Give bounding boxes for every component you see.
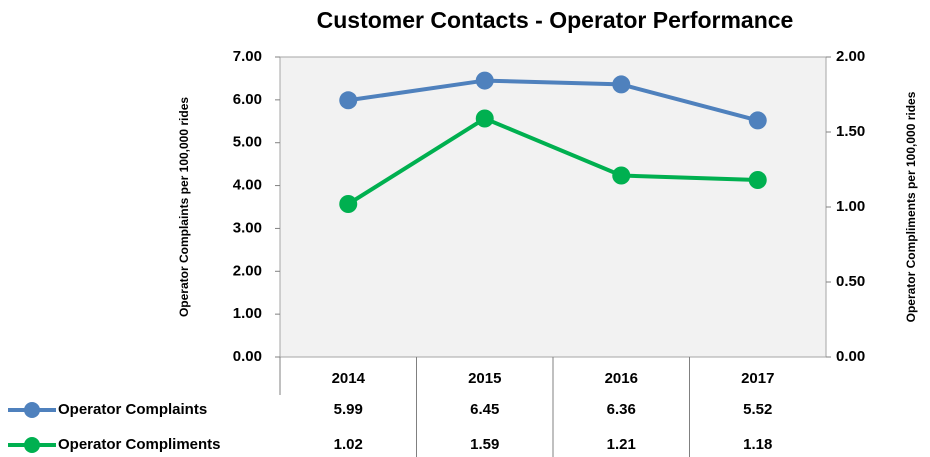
y-tick-label: 5.00	[233, 134, 262, 151]
y-tick-label: 7.00	[233, 48, 262, 65]
data-point	[612, 166, 631, 185]
table-value: 5.52	[743, 401, 772, 418]
y2-tick-label: 0.50	[836, 273, 865, 290]
y2-tick-label: 1.50	[836, 123, 865, 140]
data-point	[339, 91, 358, 110]
table-value: 1.59	[470, 436, 499, 453]
data-point	[748, 171, 767, 189]
y-tick-label: 2.00	[233, 262, 262, 279]
legend-label: Operator Compliments	[58, 436, 221, 453]
y2-tick-label: 1.00	[836, 198, 865, 215]
table-value: 1.21	[607, 436, 636, 453]
x-tick-label: 2015	[468, 370, 501, 387]
x-tick-label: 2016	[605, 370, 638, 387]
y2-tick-label: 0.00	[836, 348, 865, 365]
table-value: 6.45	[470, 401, 499, 418]
y-tick-label: 0.00	[233, 348, 262, 365]
y-tick-label: 1.00	[233, 305, 262, 322]
y-tick-label: 6.00	[233, 91, 262, 108]
series-line	[347, 116, 758, 206]
x-tick-label: 2014	[332, 370, 366, 387]
chart-title: Customer Contacts - Operator Performance	[317, 7, 794, 33]
y2-tick-label: 2.00	[836, 48, 865, 65]
legend-marker	[24, 402, 40, 418]
table-value: 6.36	[607, 401, 636, 418]
y-tick-label: 3.00	[233, 219, 262, 236]
data-point	[339, 195, 358, 213]
y2-axis-title: Operator Compliments per 100,000 rides	[904, 91, 918, 322]
legend-marker	[24, 437, 40, 453]
data-point	[475, 109, 494, 128]
table-value: 5.99	[334, 401, 363, 418]
table-value: 1.18	[743, 436, 772, 453]
data-point	[748, 111, 767, 130]
data-point	[475, 71, 494, 90]
y-tick-label: 4.00	[233, 177, 262, 194]
y-axis-title: Operator Complaints per 100,000 rides	[177, 97, 191, 317]
data-point	[612, 75, 631, 94]
x-tick-label: 2017	[741, 370, 774, 387]
plot-area	[279, 56, 827, 358]
legend-label: Operator Complaints	[58, 401, 207, 418]
series-line	[347, 78, 759, 123]
table-value: 1.02	[334, 436, 363, 453]
